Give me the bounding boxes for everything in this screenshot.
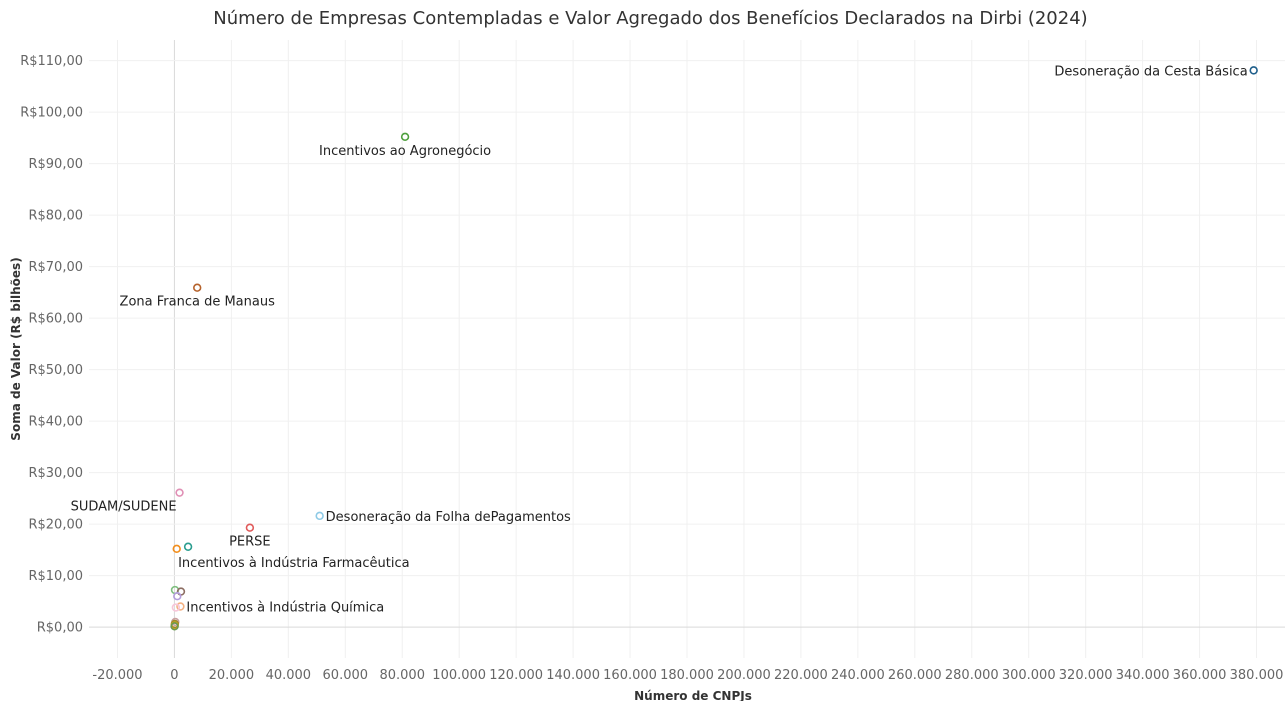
y-tick-label: R$90,00 [28, 157, 83, 172]
data-point-label: Zona Franca de Manaus [120, 295, 276, 310]
x-tick-label: 180.000 [660, 668, 714, 683]
chart-title: Número de Empresas Contempladas e Valor … [213, 8, 1088, 29]
y-tick-label: R$10,00 [28, 569, 83, 584]
x-tick-label: 240.000 [831, 668, 885, 683]
y-tick-label: R$0,00 [37, 621, 83, 636]
data-point-label: Incentivos à Indústria Química [186, 601, 384, 616]
data-point [172, 544, 181, 554]
data-point [400, 132, 410, 142]
y-tick-label: R$30,00 [28, 466, 83, 481]
x-tick-label: 380.000 [1230, 668, 1284, 683]
x-tick-label: 340.000 [1116, 668, 1170, 683]
data-point-label: PERSE [229, 535, 271, 550]
x-tick-label: -20.000 [92, 668, 142, 683]
x-tick-label: 20.000 [209, 668, 255, 683]
y-tick-label: R$50,00 [28, 363, 83, 378]
data-point [176, 602, 185, 611]
data-point-label: Desoneração da Cesta Básica [1054, 64, 1247, 79]
x-tick-label: 100.000 [432, 668, 486, 683]
y-tick-label: R$60,00 [28, 312, 83, 327]
data-point [171, 603, 181, 612]
data-point-label: Desoneração da Folha dePagamentos [326, 510, 571, 525]
y-tick-label: R$100,00 [20, 106, 83, 121]
data-point [173, 591, 182, 601]
data-point [315, 511, 324, 521]
y-tick-label: R$110,00 [20, 54, 83, 69]
data-point [1249, 66, 1258, 75]
x-tick-label: 80.000 [379, 668, 425, 683]
y-tick-label: R$20,00 [28, 518, 83, 533]
x-tick-label: 60.000 [323, 668, 369, 683]
data-point [193, 283, 202, 292]
x-tick-label: 140.000 [546, 668, 600, 683]
y-tick-label: R$70,00 [28, 260, 83, 275]
data-point [170, 622, 179, 631]
data-point-label: Incentivos à Indústria Farmacêutica [178, 556, 410, 571]
x-tick-label: 200.000 [717, 668, 771, 683]
x-tick-label: 320.000 [1059, 668, 1113, 683]
x-tick-label: 0 [170, 668, 178, 683]
y-axis-title: Soma de Valor (R$ bilhões) [9, 257, 23, 440]
x-tick-label: 220.000 [774, 668, 828, 683]
x-tick-label: 120.000 [489, 668, 543, 683]
x-axis-title: Número de CNPJs [634, 689, 752, 701]
x-tick-label: 40.000 [266, 668, 312, 683]
data-point [175, 488, 184, 497]
x-tick-label: 260.000 [888, 668, 942, 683]
x-tick-label: 160.000 [603, 668, 657, 683]
data-point-label: Incentivos ao Agronegócio [319, 144, 491, 159]
data-point [245, 523, 255, 532]
y-tick-label: R$40,00 [28, 415, 83, 430]
data-point [183, 542, 193, 551]
x-tick-label: 280.000 [945, 668, 999, 683]
x-tick-label: 360.000 [1173, 668, 1227, 683]
x-tick-label: 300.000 [1002, 668, 1056, 683]
data-point-label: SUDAM/SUDENE [71, 500, 177, 515]
y-tick-label: R$80,00 [28, 209, 83, 224]
